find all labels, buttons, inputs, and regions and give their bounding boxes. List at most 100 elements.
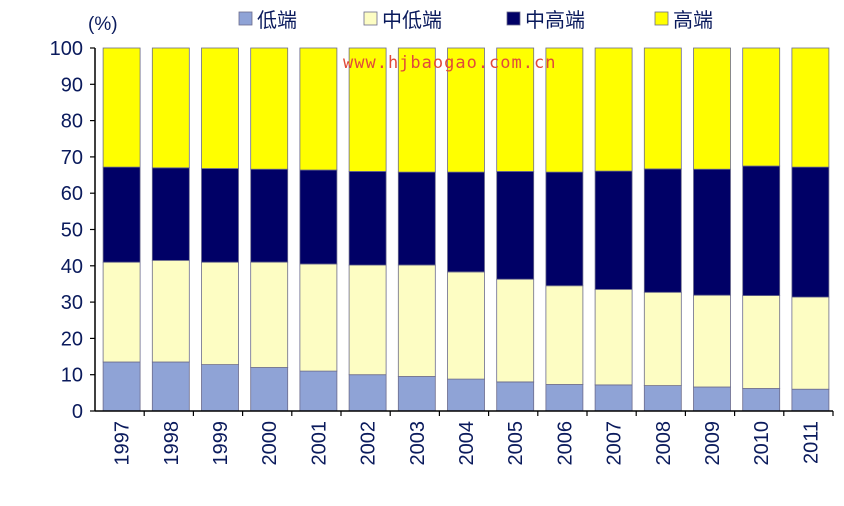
bar-segment-1999-1 xyxy=(201,261,239,366)
y-tick-label: 30 xyxy=(61,292,83,314)
bars xyxy=(102,47,830,412)
x-tick-label: 1998 xyxy=(161,421,183,466)
bar-segment-1998-0 xyxy=(151,361,190,412)
bar-segment-2003-3 xyxy=(397,47,436,173)
bar-segment-2005-1 xyxy=(496,278,535,383)
x-tick-label: 2010 xyxy=(751,421,773,466)
bar-segment-2006-0 xyxy=(545,384,584,412)
y-axis-unit: (%) xyxy=(88,14,118,35)
y-tick-label: 20 xyxy=(61,328,83,350)
bar-segment-2001-2 xyxy=(299,169,338,265)
bar-segment-2009-2 xyxy=(693,168,731,296)
y-tick-label: 0 xyxy=(72,401,83,423)
bar-segment-2005-2 xyxy=(496,170,535,280)
bar-segment-2001-1 xyxy=(299,263,338,372)
legend-swatch xyxy=(238,11,253,26)
bar-segment-2005-0 xyxy=(496,381,535,412)
legend-swatch xyxy=(506,11,521,26)
x-tick-label: 2000 xyxy=(259,421,281,466)
bar-segment-2008-1 xyxy=(643,291,682,386)
bar-segment-2002-3 xyxy=(348,47,387,172)
y-tick-label: 10 xyxy=(61,365,83,387)
y-tick-label: 90 xyxy=(61,74,83,96)
x-tick-label: 2001 xyxy=(308,421,330,466)
bar-segment-2007-1 xyxy=(594,288,633,386)
bar-segment-2011-2 xyxy=(791,166,830,298)
x-tick-label: 2008 xyxy=(653,421,675,466)
bar-segment-2000-0 xyxy=(250,366,289,412)
y-tick-label: 70 xyxy=(61,147,83,169)
bar-segment-2009-0 xyxy=(693,386,731,412)
watermark: www.hjbaogao.com.cn xyxy=(343,53,556,73)
bar-segment-2001-3 xyxy=(299,47,338,171)
bar-segment-2002-2 xyxy=(348,170,387,266)
bar-segment-2008-0 xyxy=(643,385,682,412)
bar-segment-2008-2 xyxy=(643,168,682,293)
bar-segment-2004-2 xyxy=(447,171,485,273)
bar-segment-2000-3 xyxy=(250,47,289,170)
y-tick-label: 40 xyxy=(61,256,83,278)
bar-segment-2006-2 xyxy=(545,171,584,287)
bar-segment-2003-1 xyxy=(397,264,436,377)
legend-swatch xyxy=(363,11,378,26)
bar-segment-2008-3 xyxy=(643,47,682,170)
bar-segment-2011-3 xyxy=(791,47,830,168)
legend-label: 中低端 xyxy=(382,9,442,32)
bar-segment-2010-2 xyxy=(742,165,781,297)
bar-segment-2004-3 xyxy=(447,47,485,173)
legend-label: 中高端 xyxy=(525,9,585,32)
bar-segment-1998-3 xyxy=(151,47,190,169)
legend-swatch xyxy=(654,11,669,26)
bar-segment-1998-2 xyxy=(151,167,190,261)
x-tick-label: 2011 xyxy=(800,421,822,464)
bar-segment-2009-1 xyxy=(693,294,731,388)
x-tick-label: 2002 xyxy=(358,421,380,466)
bar-segment-1997-1 xyxy=(102,261,141,363)
bar-segment-2011-1 xyxy=(791,296,830,390)
x-tick-label: 2005 xyxy=(505,421,527,466)
bar-segment-2003-2 xyxy=(397,171,436,266)
axes: 0 10 20 30 40 50 60 70 80 90 100 1997 1998 1999 2000 20… xyxy=(50,38,834,466)
x-tick-label: 2006 xyxy=(554,421,576,466)
y-tick-label: 50 xyxy=(61,220,83,242)
bar-segment-1999-3 xyxy=(201,47,239,169)
bar-segment-2000-1 xyxy=(250,261,289,368)
legend: 低端 中低端 中高端 高端 xyxy=(238,9,713,32)
x-tick-label: 1997 xyxy=(112,421,134,466)
x-tick-label: 1999 xyxy=(210,421,232,466)
bar-segment-2005-3 xyxy=(496,47,535,172)
bar-segment-2002-0 xyxy=(348,374,387,412)
y-tick-label: 60 xyxy=(61,183,83,205)
legend-label: 高端 xyxy=(673,9,713,32)
bar-segment-1999-2 xyxy=(201,168,239,263)
bar-segment-2001-0 xyxy=(299,370,338,412)
bar-segment-2010-3 xyxy=(742,47,781,167)
bar-segment-2010-1 xyxy=(742,295,781,389)
bar-segment-2009-3 xyxy=(693,47,731,170)
bar-segment-1997-2 xyxy=(102,166,141,263)
y-tick-label: 100 xyxy=(50,38,83,60)
x-tick-label: 2003 xyxy=(407,421,429,466)
bar-segment-2004-1 xyxy=(447,271,485,380)
bar-segment-2003-0 xyxy=(397,376,436,412)
bar-segment-2007-2 xyxy=(594,170,633,290)
bar-segment-2011-0 xyxy=(791,388,830,412)
x-tick-label: 2007 xyxy=(604,421,626,466)
bar-segment-2000-2 xyxy=(250,168,289,263)
bar-segment-2006-1 xyxy=(545,285,584,385)
legend-label: 低端 xyxy=(257,9,297,32)
y-tick-label: 80 xyxy=(61,111,83,133)
bar-segment-2007-0 xyxy=(594,384,633,412)
x-tick-label: 2009 xyxy=(702,421,724,466)
bar-segment-2006-3 xyxy=(545,47,584,173)
bar-segment-2004-0 xyxy=(447,378,485,412)
bar-segment-1998-1 xyxy=(151,259,190,363)
bar-segment-2007-3 xyxy=(594,47,633,172)
bar-segment-2010-0 xyxy=(742,388,781,412)
bar-segment-1997-0 xyxy=(102,361,141,412)
x-tick-label: 2004 xyxy=(456,421,478,466)
bar-segment-1997-3 xyxy=(102,47,141,168)
bar-segment-2002-1 xyxy=(348,264,387,376)
bar-segment-1999-0 xyxy=(201,364,239,412)
